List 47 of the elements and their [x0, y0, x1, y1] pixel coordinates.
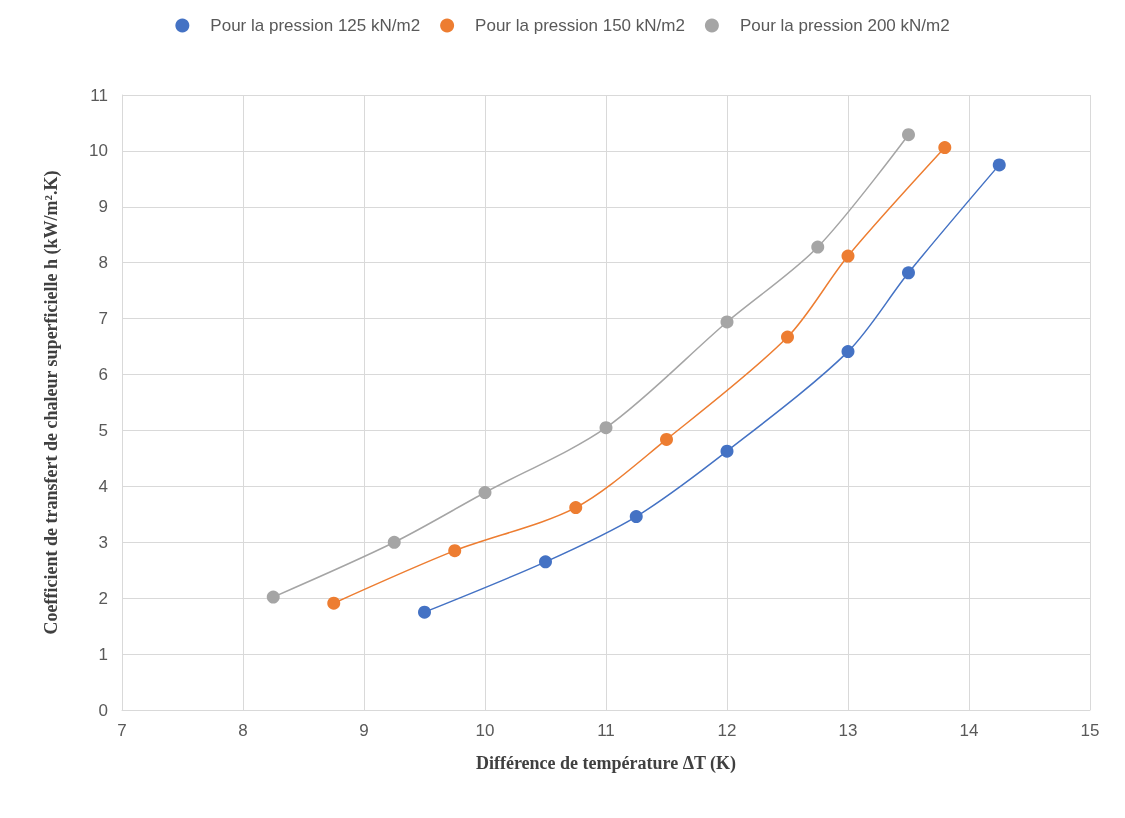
point	[781, 330, 794, 344]
y-tick-label: 7	[98, 309, 108, 329]
y-tick-label: 9	[98, 197, 108, 217]
y-tick-label: 10	[89, 141, 108, 161]
x-tick-label: 11	[597, 721, 615, 740]
point	[938, 141, 952, 155]
point	[902, 128, 915, 142]
x-tick-label: 8	[238, 721, 248, 740]
point	[902, 266, 915, 280]
y-axis-title: Coefficient de transfert de chaleur superficielle h (kW/m².K)	[41, 170, 62, 635]
y-tick-label: 5	[98, 420, 108, 440]
point	[387, 535, 401, 549]
point	[599, 421, 613, 435]
point	[660, 432, 673, 446]
y-tick-label: 3	[98, 532, 108, 552]
y-tick-label: 8	[98, 253, 108, 273]
point	[841, 345, 855, 359]
point	[811, 240, 825, 254]
x-tick-label: 9	[359, 721, 369, 740]
x-tick-label: 15	[1080, 721, 1100, 740]
x-tick-label: 7	[117, 721, 127, 740]
y-tick-label: 2	[98, 588, 108, 608]
y-tick-label: 1	[98, 644, 108, 664]
y-tick-label: 6	[98, 365, 108, 385]
x-tick-label: 13	[838, 721, 858, 740]
point	[720, 315, 734, 329]
legend-label: Pour la pression 150 kN/m2	[475, 16, 685, 35]
point	[841, 249, 855, 263]
point	[448, 544, 462, 558]
y-tick-label: 11	[90, 85, 108, 105]
legend-label: Pour la pression 200 kN/m2	[739, 16, 950, 35]
y-tick-label: 4	[98, 476, 108, 496]
point	[266, 590, 280, 604]
x-axis-title: Différence de température ΔT (K)	[475, 753, 737, 774]
point	[539, 555, 552, 569]
point	[478, 486, 492, 500]
point	[992, 158, 1006, 172]
x-tick-label: 12	[717, 721, 737, 740]
x-tick-label: 10	[475, 721, 495, 740]
point	[569, 501, 583, 515]
x-tick-label: 14	[959, 721, 979, 740]
point	[720, 444, 734, 458]
point	[327, 596, 341, 610]
point	[629, 510, 643, 524]
point	[418, 605, 431, 619]
legend-label: Pour la pression 125 kN/m2	[210, 16, 421, 35]
y-tick-label: 0	[98, 700, 108, 720]
